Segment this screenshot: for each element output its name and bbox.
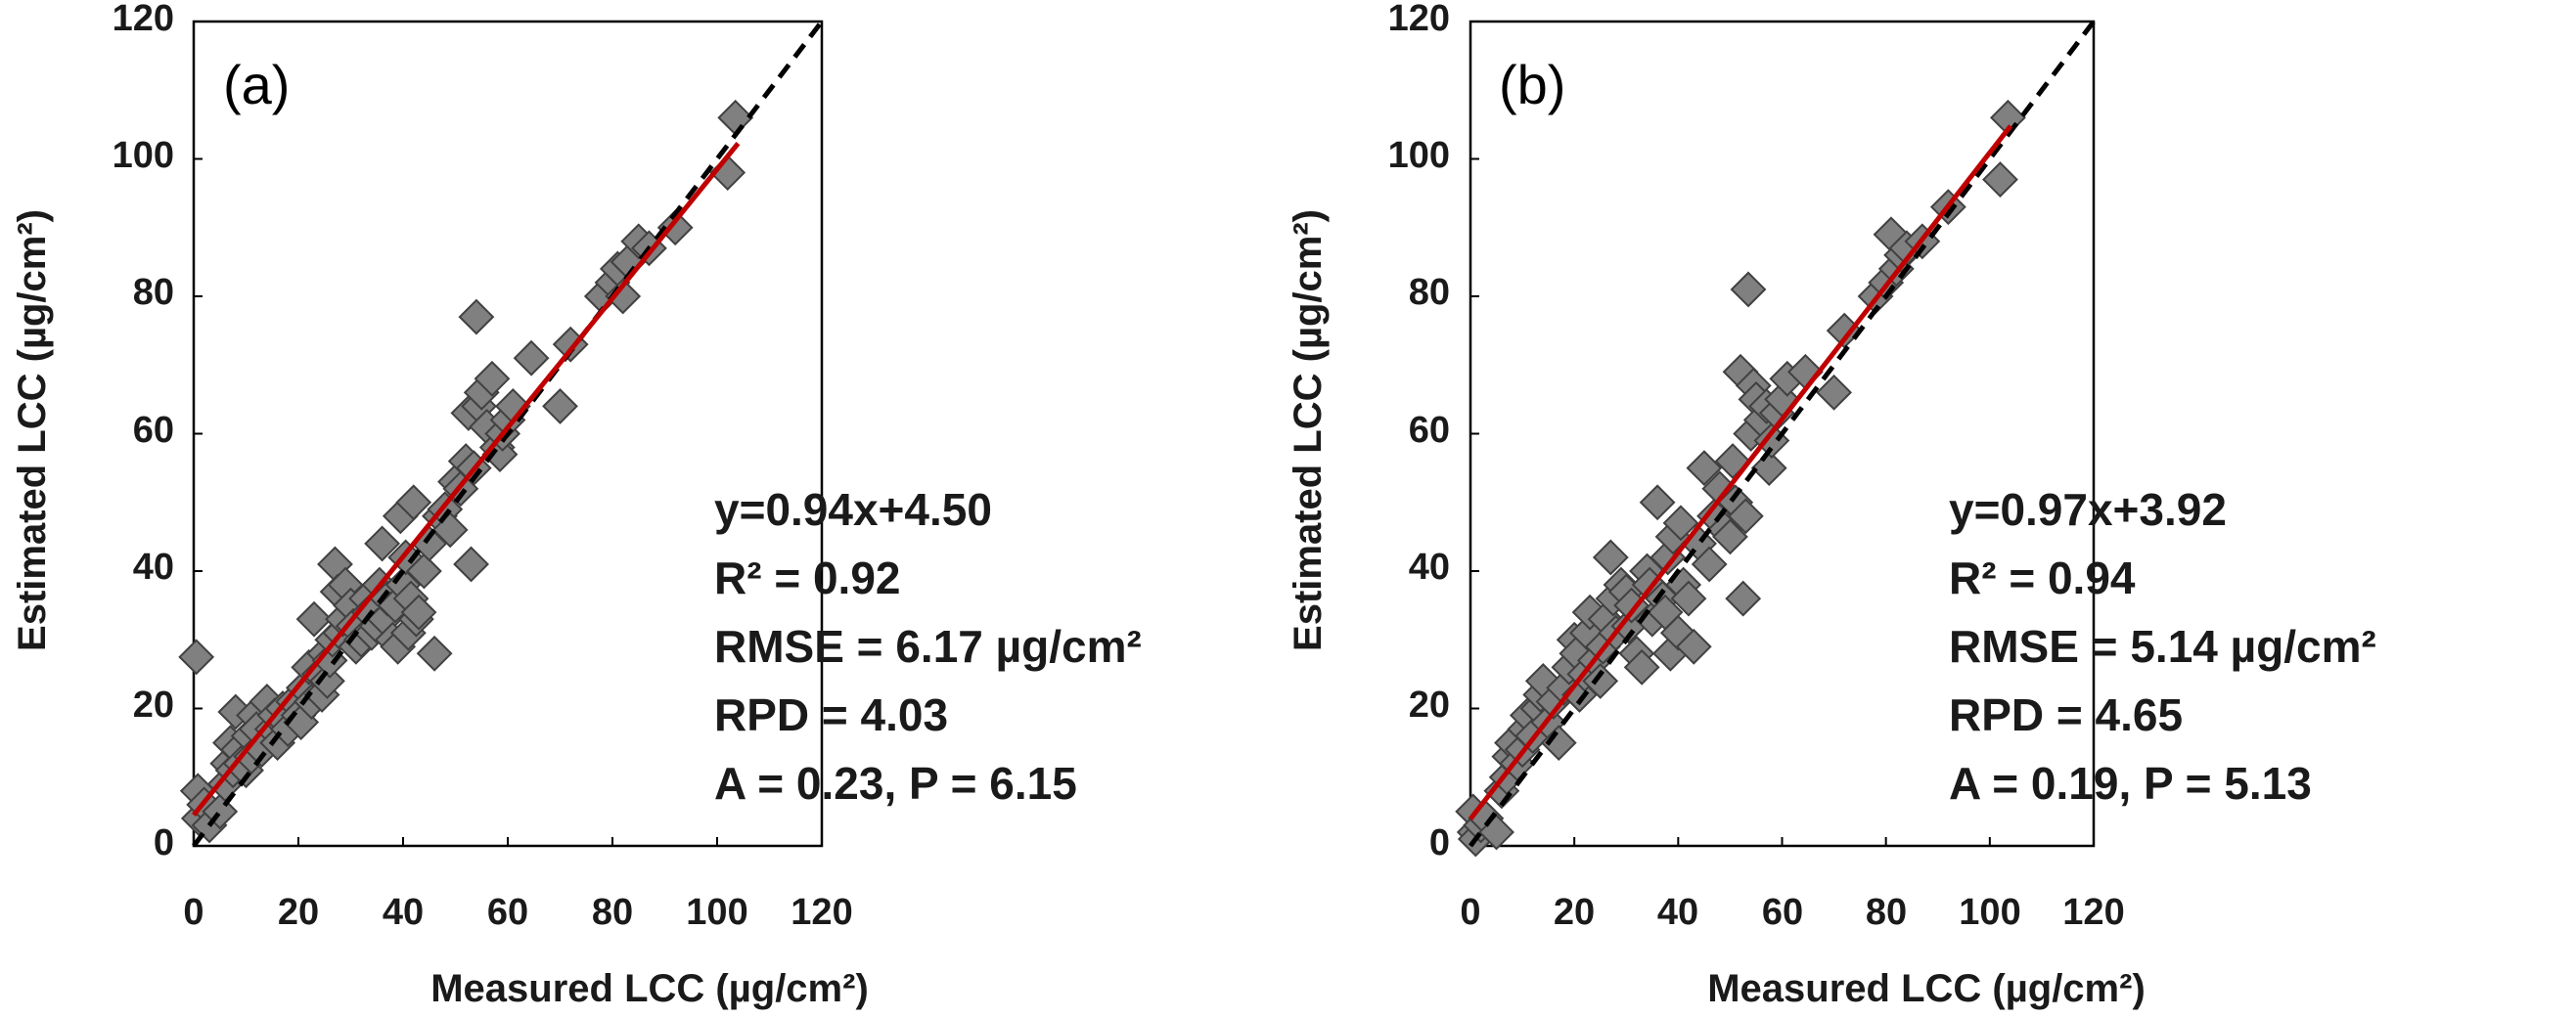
panel-label: (a) [223, 54, 290, 115]
data-point [1540, 725, 1577, 762]
x-tick-labels: 0 20 40 60 80 100 120 [1460, 892, 2124, 933]
a-p-values: A = 0.23, P = 6.15 [714, 758, 1077, 809]
y-tick-label: 120 [113, 0, 174, 39]
data-point [364, 525, 401, 562]
data-point [1725, 580, 1762, 617]
panel-b: Estimated LCC (µg/cm²) Measured LCC (µg/… [1287, 0, 2376, 1010]
regression-line [1469, 124, 2013, 820]
y-tick-label: 100 [1388, 135, 1450, 176]
data-point [1750, 450, 1787, 487]
y-tick-labels: 0 20 40 60 80 100 120 [1388, 0, 1450, 863]
r-squared: R² = 0.92 [714, 553, 901, 603]
data-point [1691, 546, 1728, 583]
x-tick-label: 20 [1554, 892, 1595, 933]
data-point [178, 639, 215, 676]
data-point [1816, 374, 1852, 411]
x-tick-label: 80 [592, 892, 633, 933]
rpd: RPD = 4.65 [1949, 689, 2183, 740]
rmse: RMSE = 6.17 µg/cm² [714, 621, 1142, 672]
one-to-one-line [192, 20, 824, 848]
statistics-annotation: y=0.94x+4.50 R² = 0.92 RMSE = 6.17 µg/cm… [714, 484, 1142, 809]
data-point [1730, 271, 1767, 308]
data-point [1675, 628, 1712, 665]
y-tick-label: 20 [133, 685, 174, 726]
data-point [405, 553, 442, 590]
data-point [1712, 518, 1748, 555]
data-point [1623, 648, 1660, 686]
y-axis-title: Estimated LCC (µg/cm²) [11, 209, 54, 651]
x-tick-label: 60 [487, 892, 528, 933]
x-tick-label: 100 [686, 892, 747, 933]
data-point [1592, 539, 1629, 576]
data-point [453, 546, 489, 583]
data-point [416, 635, 453, 672]
panel-a: Estimated LCC (µg/cm²) Measured LCC (µg/… [11, 0, 1142, 1010]
data-point [1662, 505, 1699, 542]
y-tick-label: 80 [1409, 272, 1450, 313]
x-tick-label: 0 [1460, 892, 1480, 933]
data-point [295, 600, 333, 638]
x-tick-label: 40 [1657, 892, 1698, 933]
data-point [1670, 580, 1707, 617]
y-tick-label: 0 [154, 822, 174, 863]
x-tick-labels: 0 20 40 60 80 100 120 [183, 892, 852, 933]
data-point [513, 339, 550, 376]
y-tick-label: 20 [1409, 685, 1450, 726]
x-tick-label: 0 [183, 892, 203, 933]
regression-equation: y=0.97x+3.92 [1949, 484, 2227, 535]
regression-equation: y=0.94x+4.50 [714, 484, 992, 535]
y-tick-label: 120 [1388, 0, 1450, 39]
y-tick-label: 0 [1429, 822, 1450, 863]
one-to-one-line [1469, 20, 2096, 848]
data-point [474, 360, 511, 397]
x-tick-label: 120 [791, 892, 852, 933]
y-axis-title-text: Estimated LCC (µg/cm²) [11, 209, 54, 651]
data-point [1582, 662, 1619, 699]
data-point [1982, 161, 2018, 198]
panel-label: (b) [1499, 54, 1565, 115]
r-squared: R² = 0.94 [1949, 553, 2136, 603]
x-axis-title: Measured LCC (µg/cm²) [1707, 967, 2146, 1010]
y-tick-label: 80 [133, 272, 174, 313]
data-point [1639, 484, 1676, 521]
x-tick-label: 60 [1762, 892, 1803, 933]
y-tick-label: 40 [133, 547, 174, 588]
statistics-annotation: y=0.97x+3.92 R² = 0.94 RMSE = 5.14 µg/cm… [1949, 484, 2376, 809]
data-point [542, 387, 578, 424]
y-tick-labels: 0 20 40 60 80 100 120 [113, 0, 174, 863]
data-point [1727, 498, 1764, 535]
y-tick-label: 100 [113, 135, 174, 176]
x-tick-label: 20 [278, 892, 319, 933]
x-tick-label: 100 [1959, 892, 2020, 933]
data-point [1686, 450, 1723, 487]
y-tick-label: 60 [1409, 410, 1450, 451]
y-tick-label: 40 [1409, 547, 1450, 588]
data-point [458, 298, 495, 335]
y-axis-title: Estimated LCC (µg/cm²) [1287, 209, 1330, 651]
y-tick-label: 60 [133, 410, 174, 451]
data-point [1478, 814, 1514, 851]
x-axis-title: Measured LCC (µg/cm²) [430, 967, 869, 1010]
rmse: RMSE = 5.14 µg/cm² [1949, 621, 2376, 672]
data-point [605, 278, 642, 315]
rpd: RPD = 4.03 [714, 689, 948, 740]
data-point [656, 209, 694, 246]
x-tick-label: 120 [2062, 892, 2124, 933]
y-axis-title-text: Estimated LCC (µg/cm²) [1287, 209, 1330, 651]
x-tick-label: 40 [383, 892, 424, 933]
regression-line [192, 142, 741, 817]
data-point [395, 484, 432, 521]
a-p-values: A = 0.19, P = 5.13 [1949, 758, 2312, 809]
data-point [400, 594, 437, 631]
x-tick-label: 80 [1866, 892, 1907, 933]
